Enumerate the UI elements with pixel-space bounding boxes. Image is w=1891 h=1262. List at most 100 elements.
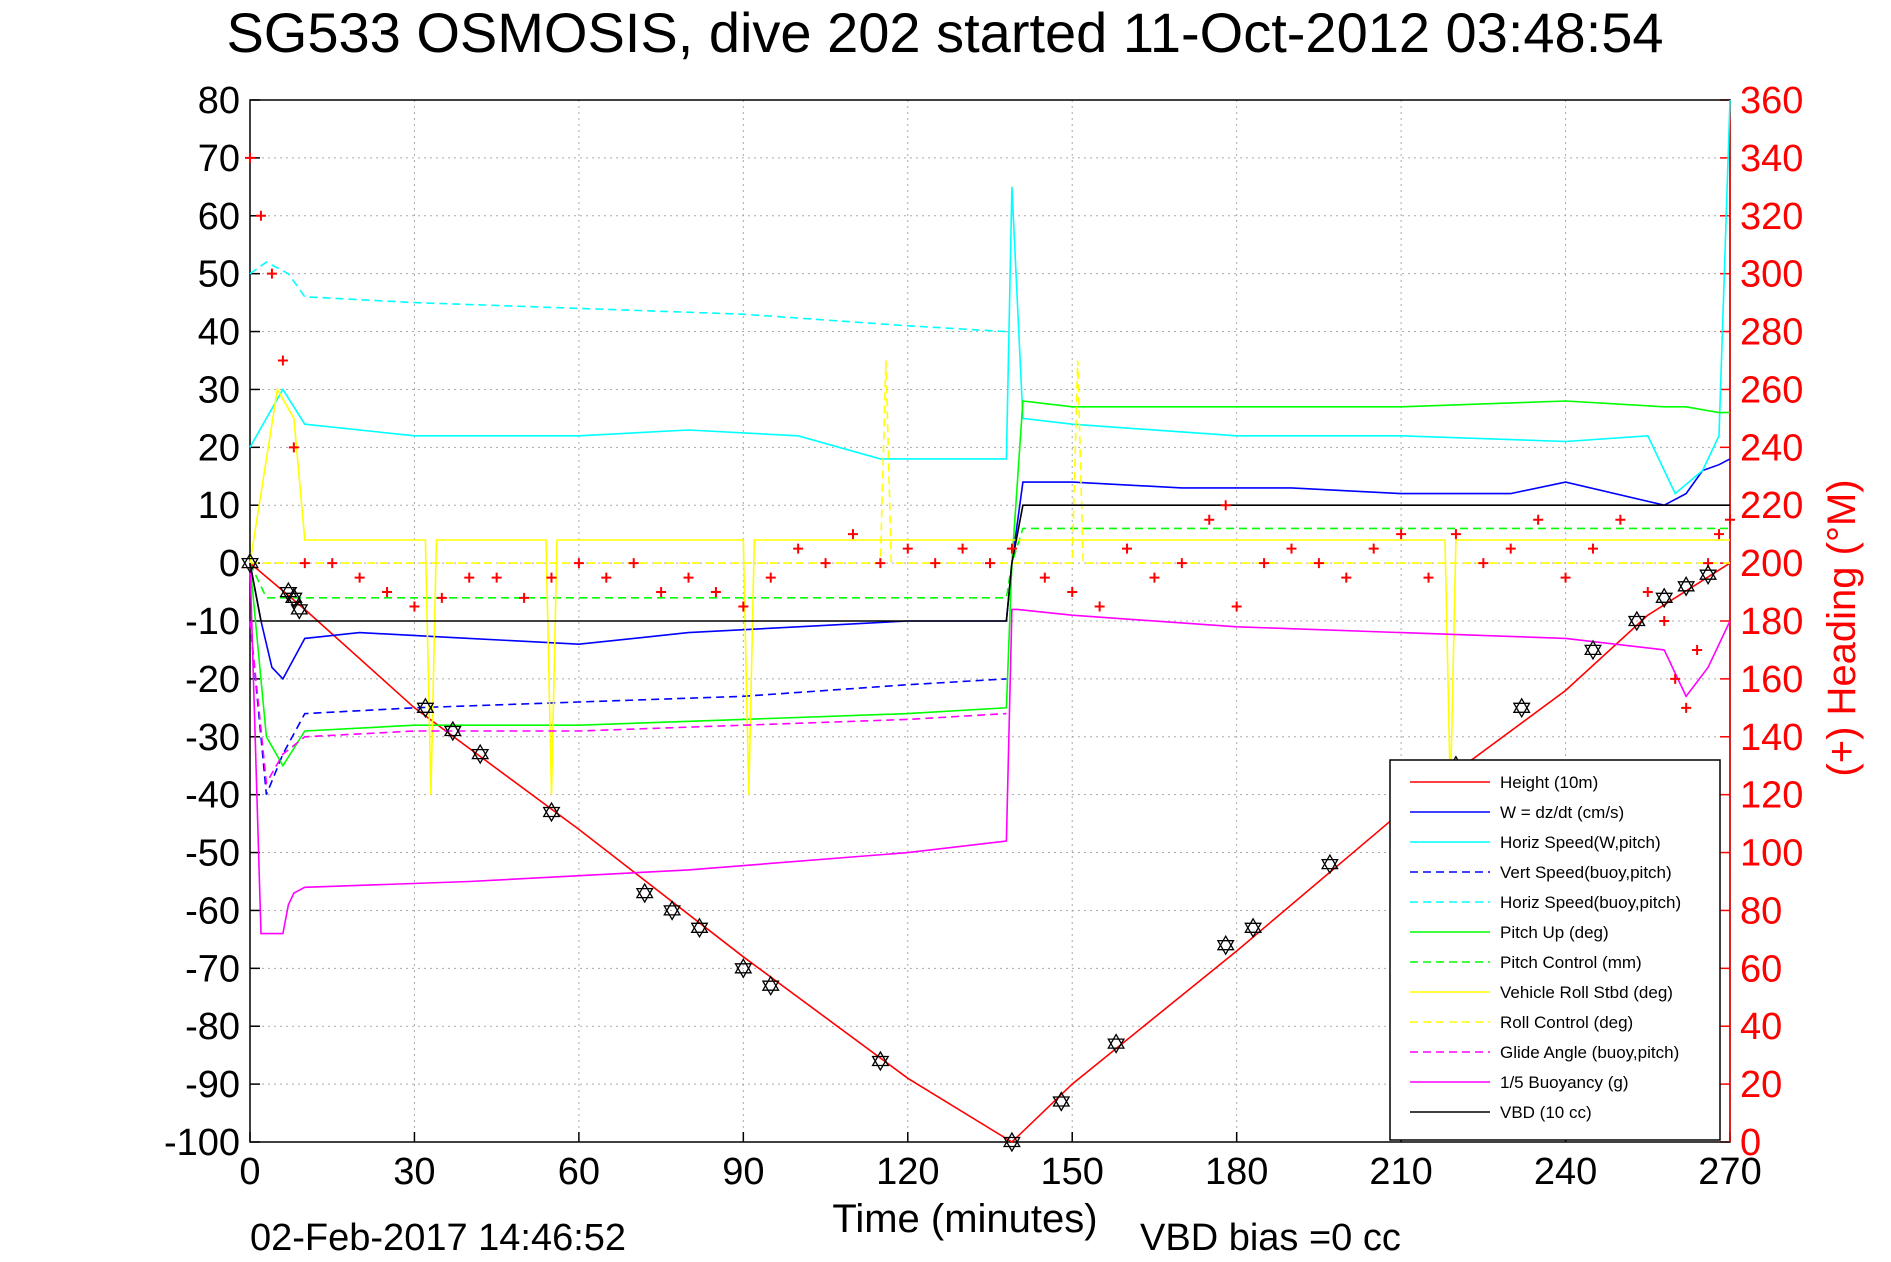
series-line-10: [249, 563, 1731, 935]
heading-point: [985, 558, 995, 569]
y-left-tick-label: -20: [185, 659, 240, 701]
x-tick-label: 60: [558, 1151, 600, 1193]
timestamp-note: 02-Feb-2017 14:46:52: [250, 1217, 626, 1259]
hexagram-up: [734, 958, 753, 974]
y-right-tick-label: 300: [1740, 254, 1803, 296]
heading-point: [1725, 514, 1735, 525]
hexagram-marker: [1244, 917, 1263, 939]
y-left-tick-label: 20: [198, 427, 240, 469]
y-left-tick-label: -90: [185, 1064, 240, 1106]
heading-point: [327, 558, 338, 569]
heading-point: [656, 587, 667, 598]
hexagram-down: [284, 592, 303, 609]
hexagram-down: [1512, 702, 1531, 719]
heading-point: [354, 572, 365, 583]
legend-label: Pitch Up (deg): [1500, 923, 1609, 942]
series-line-3: [249, 620, 1007, 796]
y-left-tick-label: 30: [198, 369, 240, 411]
heading-point: [1396, 529, 1407, 540]
series-line-2: [249, 99, 1731, 495]
legend-label: Roll Control (deg): [1500, 1013, 1633, 1032]
heading-point: [1714, 529, 1725, 540]
heading-point: [1423, 572, 1434, 583]
heading-point: [436, 592, 447, 603]
hexagram-marker: [443, 720, 462, 742]
hexagram-down: [1216, 940, 1235, 956]
series-line-9: [249, 620, 1007, 786]
hexagram-marker: [471, 743, 490, 765]
series-line-0: [249, 562, 1731, 1144]
hexagram-down: [734, 963, 753, 979]
x-tick-label: 150: [1041, 1151, 1104, 1193]
hexagram-up: [635, 882, 654, 899]
y-left-tick-label: -40: [185, 775, 240, 817]
y-right-tick-label: 340: [1740, 138, 1803, 180]
heading-point: [820, 558, 831, 569]
hexagram-marker: [284, 587, 303, 609]
heading-point: [1094, 601, 1105, 612]
y-left-tick-label: 50: [198, 254, 240, 296]
y-left-tick-label: 70: [198, 138, 240, 180]
heading-point: [1122, 543, 1133, 554]
legend-label: W = dz/dt (cm/s): [1500, 803, 1624, 822]
hexagram-up: [1052, 1091, 1071, 1107]
y-right-tick-label: 100: [1740, 833, 1803, 875]
y-left-tick-label: -30: [185, 717, 240, 759]
x-tick-label: 270: [1698, 1151, 1761, 1193]
y-right-tick-label: 240: [1740, 427, 1803, 469]
hexagram-marker: [1320, 853, 1339, 875]
y-right-tick-label: 180: [1740, 601, 1803, 643]
heading-point: [628, 558, 639, 569]
heading-point: [793, 543, 804, 554]
legend-label: Horiz Speed(W,pitch): [1500, 833, 1661, 852]
hexagram-marker: [734, 958, 753, 979]
hexagram-up: [1512, 697, 1531, 713]
heading-point: [277, 355, 288, 366]
y-right-tick-label: 60: [1740, 948, 1782, 990]
hexagram-down: [290, 604, 309, 620]
heading-point: [1642, 587, 1653, 598]
hexagram-down: [663, 905, 682, 921]
heading-point: [409, 601, 420, 612]
y-right-tick-label: 140: [1740, 717, 1803, 759]
hexagram-down: [1320, 858, 1339, 875]
y-right-tick-label: 260: [1740, 369, 1803, 411]
hexagram-up: [542, 801, 561, 818]
y-left-tick-label: 80: [198, 80, 240, 122]
hexagram-marker: [1677, 575, 1696, 597]
hexagram-marker: [542, 801, 561, 823]
hexagram-marker: [241, 552, 259, 574]
x-axis-label: Time (minutes): [832, 1197, 1097, 1241]
heading-point: [1176, 558, 1187, 569]
y-left-tick-label: -80: [185, 1006, 240, 1048]
heading-point: [1670, 673, 1681, 684]
y-axis-right-ticks: 3603403203002802602402202001801601401201…: [1720, 80, 1803, 1164]
heading-point: [1313, 558, 1324, 569]
vbd-bias-note: VBD bias =0 cc: [1140, 1217, 1401, 1259]
legend-label: Vert Speed(buoy,pitch): [1500, 863, 1672, 882]
hexagram-up: [1002, 1131, 1021, 1148]
hexagram-up: [1216, 934, 1235, 951]
y-right-tick-label: 160: [1740, 659, 1803, 701]
y-left-tick-label: -100: [164, 1122, 240, 1164]
hexagram-down: [635, 887, 654, 904]
x-tick-label: 0: [239, 1151, 260, 1193]
heading-point: [288, 442, 299, 453]
y-left-tick-label: -50: [185, 833, 240, 875]
hexagram-up: [241, 552, 259, 569]
hexagram-marker: [1002, 1131, 1021, 1153]
hexagram-up: [1320, 853, 1339, 870]
hexagram-up: [1627, 610, 1646, 627]
y-right-tick-label: 280: [1740, 312, 1803, 354]
x-tick-label: 120: [876, 1151, 939, 1193]
heading-point: [1587, 543, 1598, 554]
hexagram-down: [1052, 1096, 1071, 1112]
hexagram-down: [1677, 581, 1696, 597]
hexagram-down: [279, 586, 298, 603]
heading-point: [1505, 543, 1516, 554]
heading-point: [464, 572, 475, 583]
heading-point: [847, 529, 858, 540]
heading-point: [1039, 572, 1050, 583]
hexagram-up: [690, 917, 709, 933]
heading-point: [1692, 644, 1703, 655]
